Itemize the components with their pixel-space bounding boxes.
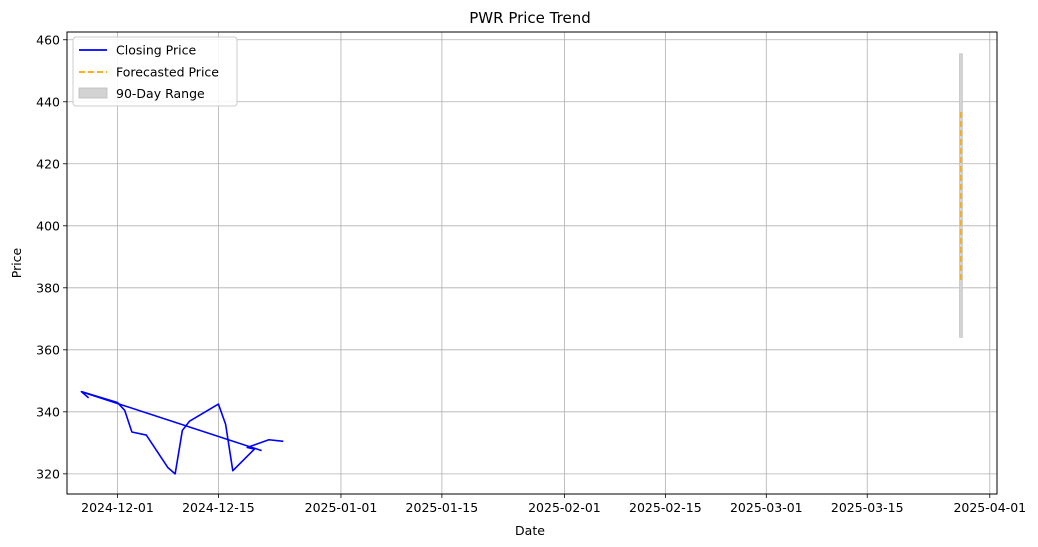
y-tick-label: 380 xyxy=(36,280,60,295)
x-tick-label: 2025-02-15 xyxy=(629,500,702,515)
y-axis-label: Price xyxy=(9,247,24,278)
legend-range-label: 90-Day Range xyxy=(116,86,205,101)
legend-box xyxy=(72,36,238,107)
closing-price-line xyxy=(80,390,284,475)
y-tick-label: 400 xyxy=(36,218,60,233)
y-tick-label: 460 xyxy=(36,32,60,47)
y-tick-label: 320 xyxy=(36,466,60,481)
plot-frame xyxy=(66,31,998,495)
y-axis-ticks: 320 340 360 380 400 420 440 460 xyxy=(36,32,67,481)
x-tick-label: 2025-01-15 xyxy=(406,500,479,515)
legend-range-swatch xyxy=(78,87,108,99)
x-tick-label: 2025-03-01 xyxy=(730,500,803,515)
y-tick-label: 340 xyxy=(36,404,60,419)
x-axis-ticks: 2024-12-01 2024-12-15 2025-01-01 2025-01-15… xyxy=(81,494,1026,515)
legend-closing-label: Closing Price xyxy=(116,43,196,58)
x-tick-label: 2025-03-15 xyxy=(831,500,904,515)
x-tick-label: 2025-04-01 xyxy=(953,500,1026,515)
plot-data xyxy=(80,53,963,475)
y-tick-label: 360 xyxy=(36,342,60,357)
x-tick-label: 2024-12-15 xyxy=(182,500,255,515)
x-axis-label: Date xyxy=(515,523,545,538)
x-tick-label: 2024-12-01 xyxy=(81,500,154,515)
legend-forecast-label: Forecasted Price xyxy=(116,65,219,80)
chart-title: PWR Price Trend xyxy=(469,9,590,27)
x-tick-label: 2025-01-01 xyxy=(305,500,378,515)
legend: Closing Price Forecasted Price 90-Day Ra… xyxy=(72,36,238,107)
y-tick-label: 440 xyxy=(36,94,60,109)
closing-price-line xyxy=(81,390,262,452)
x-tick-label: 2025-02-01 xyxy=(528,500,601,515)
y-tick-label: 420 xyxy=(36,156,60,171)
